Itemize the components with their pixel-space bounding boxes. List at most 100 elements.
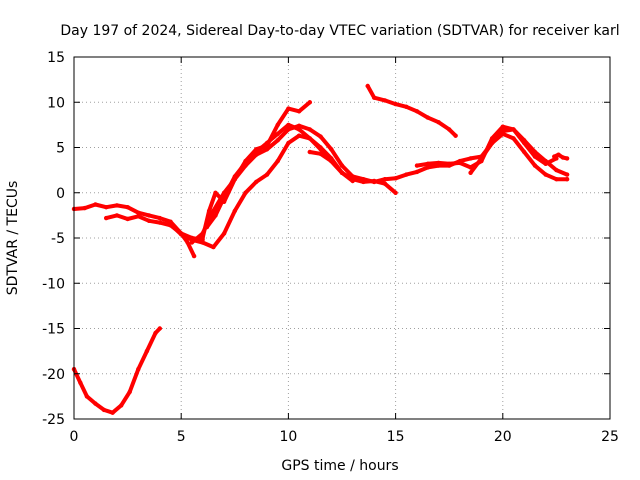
data-point [264,140,270,146]
y-tick-label: 15 [47,50,65,66]
data-point [393,101,398,107]
data-point [221,195,227,200]
data-point [404,104,409,110]
data-point [101,407,107,413]
data-point [232,208,237,214]
y-tick-label: -5 [51,231,65,247]
data-point [511,136,516,141]
data-point [144,348,150,354]
data-point [382,98,388,103]
data-point [146,218,152,223]
data-point [543,172,548,177]
data-point [191,253,197,259]
data-point [206,208,212,214]
data-point [286,140,291,146]
data-point [232,174,237,179]
data-point [153,330,158,336]
data-point [329,147,334,152]
data-point [168,222,173,227]
data-point [211,208,216,214]
data-point [532,154,538,159]
series-arc-rise-4 [204,122,344,230]
data-point [447,127,452,132]
x-tick-label: 0 [70,429,79,445]
y-axis-label: SDTVAR / TECUs [5,181,21,296]
data-point [532,163,538,168]
series-arc-midday [307,150,398,195]
data-point [213,213,218,218]
data-point [414,163,420,168]
data-point [339,163,345,168]
data-point [200,240,205,245]
data-point [189,240,195,245]
data-point [185,240,190,245]
series-arc-high [365,84,458,138]
data-point [404,172,409,177]
series-layer [71,83,570,415]
data-point [296,109,302,114]
data-point [136,214,141,219]
series-arc-rise-2 [189,123,377,245]
data-point [157,326,162,331]
data-point [457,160,463,166]
data-point [552,154,557,159]
data-point [318,145,323,150]
series-arc-rise-3 [200,100,312,240]
data-point [339,170,345,175]
data-point [489,140,495,146]
y-tick-label: 5 [56,141,65,157]
x-tick-label: 25 [601,429,619,445]
x-tick-label: 20 [494,429,512,445]
data-point [554,167,559,173]
data-point [382,181,388,186]
data-point [114,203,120,208]
y-tick-label: 10 [47,95,65,111]
data-point [307,149,312,155]
data-point [479,156,484,161]
data-point [564,172,570,177]
data-point [350,177,355,182]
ticks: 0 5 10 15 20 25 -25 -20 -15 -10 -5 0 5 10 15 [42,50,619,445]
data-point [125,216,130,222]
data-point [125,205,130,210]
data-point [425,161,430,166]
data-point [365,83,370,89]
data-point [372,179,377,185]
data-point [500,124,505,129]
data-point [200,235,205,241]
data-point [447,161,452,166]
data-point [307,100,312,105]
data-point [254,179,259,185]
data-point [372,95,377,100]
data-point [264,172,270,177]
data-point [393,190,398,195]
data-point [213,190,218,195]
data-point [556,152,561,157]
data-point [453,133,458,138]
data-point [264,147,270,152]
data-point [329,158,334,164]
data-point [564,177,570,182]
data-point [425,115,430,120]
x-tick-label: 5 [177,429,186,445]
x-axis-label: GPS time / hours [281,458,398,474]
data-point [78,380,83,385]
data-point [414,169,420,175]
data-point [243,160,248,166]
series-arc-early-low [72,326,162,415]
data-point [114,213,120,218]
y-tick-label: -15 [42,322,65,338]
data-point [104,215,109,221]
data-point [275,138,280,143]
data-point [382,177,388,182]
data-point [84,394,90,399]
data-point [119,403,124,408]
data-point [564,156,570,161]
data-point [157,220,162,225]
chart-title: Day 197 of 2024, Sidereal Day-to-day VTE… [60,23,619,39]
data-point [275,122,280,128]
data-point [511,127,516,132]
data-point [436,120,441,125]
data-point [318,134,323,139]
